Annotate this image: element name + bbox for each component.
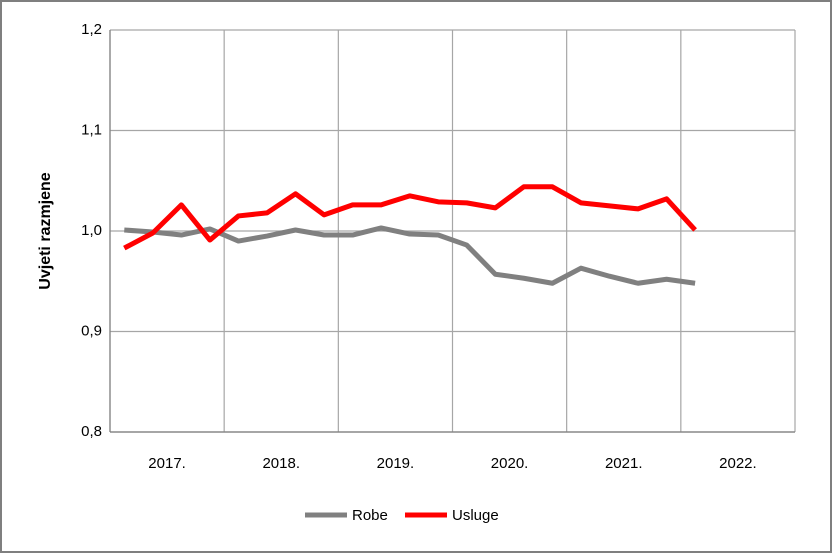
x-tick-label: 2018. <box>262 455 300 472</box>
y-axis-label: Uvjeti razmjene <box>37 172 54 289</box>
legend-label: Usluge <box>452 507 499 524</box>
y-tick-label: 1,0 <box>81 222 102 239</box>
x-tick-label: 2020. <box>491 455 529 472</box>
x-tick-label: 2019. <box>377 455 415 472</box>
x-tick-label: 2021. <box>605 455 643 472</box>
y-tick-label: 0,9 <box>81 322 102 339</box>
series-line <box>123 184 697 251</box>
y-tick-label: 0,8 <box>81 423 102 440</box>
x-tick-label: 2017. <box>148 455 186 472</box>
y-tick-label: 1,2 <box>81 21 102 38</box>
legend-label: Robe <box>352 507 388 524</box>
x-tick-label: 2022. <box>719 455 757 472</box>
y-tick-label: 1,1 <box>81 121 102 138</box>
